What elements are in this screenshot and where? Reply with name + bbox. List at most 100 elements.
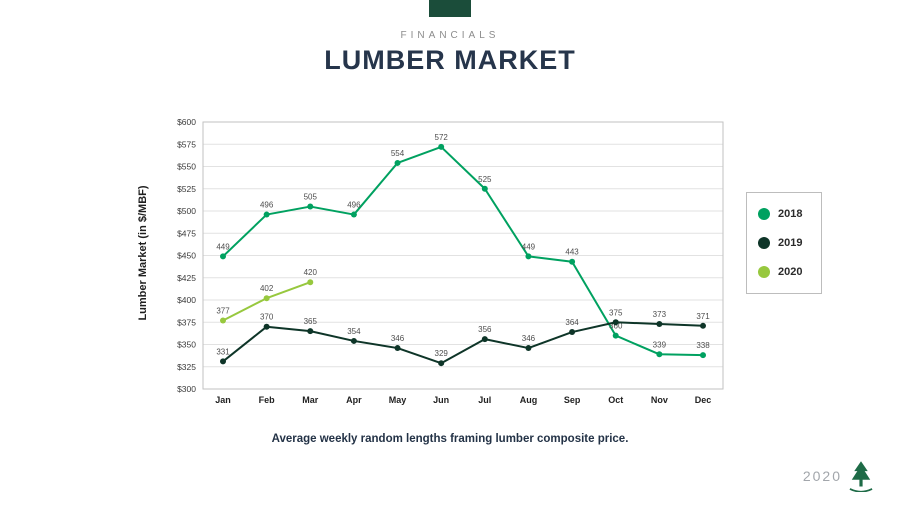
data-label: 364	[565, 318, 579, 327]
y-tick-label: $425	[177, 273, 196, 283]
data-label: 338	[696, 341, 710, 350]
data-label: 449	[216, 242, 230, 251]
footer-year: 2020	[802, 468, 842, 484]
legend-label: 2019	[778, 236, 803, 249]
legend-label: 2018	[778, 207, 803, 220]
series-line	[222, 145, 704, 357]
data-point	[612, 319, 619, 326]
x-tick-label: Jun	[433, 395, 449, 405]
data-point	[656, 321, 663, 328]
data-point	[350, 211, 357, 218]
section-eyebrow: FINANCIALS	[400, 30, 500, 41]
brand-logo-block	[429, 0, 471, 17]
data-label: 402	[260, 284, 274, 293]
data-label: 505	[304, 193, 318, 202]
x-axis: Jan Feb Mar Apr May Jun Jul Aug Sep Oct Nov Dec	[215, 395, 711, 405]
x-tick-label: Mar	[302, 395, 319, 405]
series-2019: 331 370 365 354 346 329 356 346 364 375 373 371	[216, 308, 710, 367]
data-point	[525, 253, 532, 260]
data-point	[481, 185, 488, 192]
tree-logo-icon	[849, 461, 873, 492]
y-tick-label: $375	[177, 317, 196, 327]
data-point	[263, 211, 270, 218]
chart-caption: Average weekly random lengths framing lu…	[271, 433, 629, 445]
y-tick-label: $325	[177, 362, 196, 372]
y-tick-label: $500	[177, 206, 196, 216]
data-point	[263, 323, 270, 330]
y-tick-label: $450	[177, 251, 196, 261]
y-tick-label: $300	[177, 384, 196, 394]
data-point	[263, 295, 270, 302]
data-point	[612, 332, 619, 339]
lumber-chart: $300 $325 $350 $375 $400 $425 $450 $475 $500 $525…	[177, 117, 724, 405]
x-tick-label: Dec	[695, 395, 712, 405]
data-label: 365	[304, 317, 318, 326]
legend-item-2018: 2018	[758, 207, 821, 220]
legend: 2018 2019 2020	[746, 192, 822, 294]
data-label: 329	[435, 349, 449, 358]
data-point	[569, 258, 576, 265]
data-label: 554	[391, 149, 405, 158]
data-label: 377	[216, 306, 230, 315]
data-label: 370	[260, 313, 274, 322]
x-tick-label: May	[389, 395, 407, 405]
y-tick-label: $550	[177, 162, 196, 172]
data-point	[481, 336, 488, 343]
y-tick-label: $525	[177, 184, 196, 194]
plot-border	[202, 121, 724, 390]
data-point	[220, 317, 226, 324]
data-label: 371	[696, 312, 710, 321]
y-tick-label: $575	[177, 139, 196, 149]
data-point	[307, 279, 314, 286]
x-tick-label: Oct	[608, 395, 623, 405]
data-label: 346	[522, 334, 536, 343]
data-label: 354	[347, 327, 361, 336]
page-title: LUMBER MARKET	[324, 45, 576, 75]
data-label: 360	[609, 322, 623, 331]
x-tick-label: Jan	[215, 395, 231, 405]
data-label: 443	[565, 248, 579, 257]
y-axis-label: Lumber Market (in $/MBF)	[137, 185, 149, 321]
y-tick-label: $350	[177, 340, 196, 350]
data-point	[700, 322, 706, 329]
legend-label: 2020	[778, 266, 803, 279]
data-label: 525	[478, 175, 492, 184]
legend-dot	[758, 236, 770, 249]
data-point	[307, 328, 314, 335]
series-line	[222, 321, 704, 365]
data-point	[350, 337, 357, 344]
x-tick-label: Jul	[478, 395, 491, 405]
data-label: 496	[347, 201, 361, 210]
data-point	[220, 253, 226, 260]
data-label: 496	[260, 201, 274, 210]
series-2020: 377 402 420	[216, 268, 318, 324]
data-label: 356	[478, 325, 492, 334]
legend-item-2019: 2019	[758, 236, 821, 249]
data-label: 420	[304, 268, 318, 277]
data-point	[525, 345, 532, 352]
data-point	[438, 360, 445, 367]
data-label: 449	[522, 242, 536, 251]
data-point	[569, 329, 576, 336]
data-label: 331	[216, 347, 230, 356]
legend-dot	[758, 266, 770, 279]
y-tick-label: $475	[177, 228, 196, 238]
x-tick-label: Aug	[520, 395, 538, 405]
series-2018: 449 496 505 496 554 572 525 449 443 360 339 338	[216, 133, 710, 359]
data-label: 572	[435, 133, 449, 142]
y-tick-label: $400	[177, 295, 196, 305]
data-label: 346	[391, 334, 405, 343]
x-tick-label: Nov	[651, 395, 668, 405]
data-point	[700, 352, 706, 359]
data-label: 373	[653, 310, 667, 319]
data-point	[394, 345, 401, 352]
data-point	[220, 358, 226, 365]
data-point	[656, 351, 663, 358]
y-tick-label: $600	[177, 117, 196, 127]
legend-dot	[758, 207, 770, 220]
x-tick-label: Feb	[259, 395, 276, 405]
data-point	[438, 143, 445, 150]
x-tick-label: Sep	[564, 395, 581, 405]
data-label: 375	[609, 308, 623, 317]
